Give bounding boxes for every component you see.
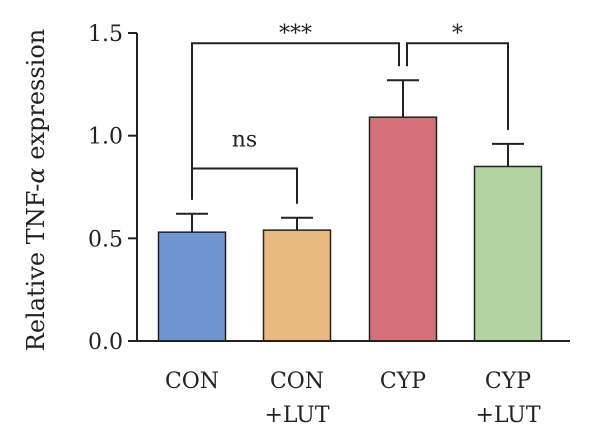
bar <box>473 165 543 342</box>
significance-bracket <box>406 42 509 130</box>
y-axis-label-suffix: expression <box>22 29 50 168</box>
category-label-line2: +LUT <box>475 403 540 428</box>
category-label: CON <box>270 369 324 394</box>
y-tick-label: 1.0 <box>88 125 123 150</box>
significance-brackets: *** *ns <box>191 21 509 204</box>
category-label: CON <box>165 369 219 394</box>
significance-bracket <box>191 42 400 200</box>
category-label: CYP <box>485 369 531 394</box>
axes <box>136 33 570 342</box>
y-tick-label: 0.5 <box>88 227 123 252</box>
category-label-line2: +LUT <box>264 403 329 428</box>
category-label: CYP <box>380 369 426 394</box>
bar <box>157 231 227 342</box>
bar <box>368 116 438 342</box>
significance-label: *** <box>279 21 312 46</box>
bar <box>262 229 332 342</box>
y-axis-label: Relative TNF-α expression <box>22 29 50 352</box>
y-axis-label-prefix: Relative TNF- <box>22 184 50 352</box>
error-bars <box>176 79 524 233</box>
y-axis-ticks: 0.0 0.5 1.0 1.5 <box>88 22 137 355</box>
significance-label: * <box>452 21 463 46</box>
y-axis-label-greek: α <box>22 167 50 183</box>
bars <box>157 116 543 342</box>
x-axis-categories: CON CON +LUT CYP CYP +LUT <box>165 369 541 428</box>
y-tick-label: 0.0 <box>88 330 123 355</box>
y-tick-label: 1.5 <box>88 22 123 47</box>
significance-label: ns <box>232 128 257 153</box>
significance-bracket <box>191 167 298 204</box>
